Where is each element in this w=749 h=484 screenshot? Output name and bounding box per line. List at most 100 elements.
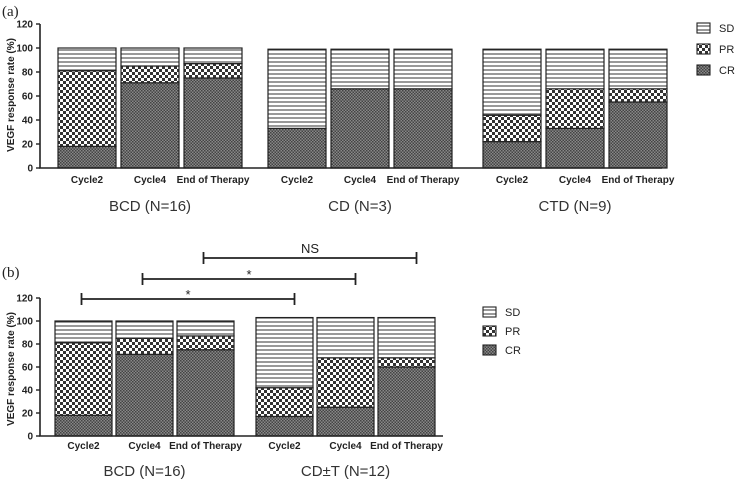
bar-sd-cd-end-of-therapy	[393, 48, 453, 90]
xtick-label: Cycle4	[134, 175, 167, 186]
ytick-label: 120	[16, 20, 33, 31]
panel-a-yticks: 0 20 40 60 80 100 120	[16, 20, 40, 175]
bar-pr-ctd-cycle4	[545, 88, 605, 130]
bar-pr-bcd-cycle4	[115, 337, 174, 355]
bar-sd-bcd-cycle4	[115, 320, 174, 339]
panel-a-ylabel: VEGF response rate (%)	[6, 38, 17, 152]
group-label: BCD (N=16)	[109, 198, 191, 215]
panel-b-group-labels: BCD (N=16) CD±T (N=12)	[103, 463, 390, 480]
xtick-label: End of Therapy	[370, 441, 443, 452]
significance-label: *	[185, 287, 190, 302]
panel-b-label: (b)	[2, 265, 20, 281]
bar-pr-cd±t-cycle2	[255, 387, 314, 418]
group-label: CD±T (N=12)	[301, 463, 390, 480]
ytick-label: 60	[22, 92, 34, 103]
bar-sd-bcd-end-of-therapy	[183, 47, 243, 65]
bar-cr-bcd-cycle2	[54, 414, 113, 437]
bar-cr-bcd-end-of-therapy	[183, 77, 243, 169]
bar-sd-cd-cycle4	[330, 48, 390, 90]
panel-b-significance: * * NS	[80, 241, 418, 305]
legend-label-sd: SD	[719, 23, 734, 35]
xtick-label: Cycle4	[559, 175, 592, 186]
panel-a-axes	[39, 24, 662, 169]
bar-pr-cd±t-end-of-therapy	[377, 357, 436, 368]
legend-label-cr: CR	[505, 345, 521, 357]
group-label: CTD (N=9)	[539, 198, 612, 215]
bar-cr-cd-cycle2	[267, 127, 327, 169]
bar-cr-bcd-cycle4	[120, 82, 180, 169]
panel-a-label: (a)	[2, 4, 19, 20]
bar-pr-cd±t-cycle4	[316, 357, 375, 408]
legend-swatch-pr	[482, 325, 497, 337]
legend-label-pr: PR	[719, 44, 734, 56]
ytick-label: 0	[27, 432, 33, 443]
panel-b-yticks: 0 20 40 60 80 100 120	[16, 294, 40, 443]
legend-label-pr: PR	[505, 326, 520, 338]
ytick-label: 100	[16, 317, 33, 328]
bar-cr-ctd-cycle2	[482, 141, 542, 169]
panel-a-bars	[57, 47, 668, 169]
significance-label: *	[246, 267, 251, 282]
legend-swatch-sd	[696, 22, 711, 34]
xtick-label: Cycle4	[329, 441, 362, 452]
bar-cr-ctd-end-of-therapy	[608, 101, 668, 169]
ytick-label: 40	[22, 386, 34, 397]
panel-b-ylabel: VEGF response rate (%)	[6, 312, 17, 426]
bar-pr-ctd-end-of-therapy	[608, 88, 668, 103]
bar-sd-bcd-cycle2	[54, 320, 113, 344]
ytick-label: 120	[16, 294, 33, 305]
bar-pr-bcd-cycle2	[54, 342, 113, 416]
bar-sd-ctd-cycle2	[482, 48, 542, 116]
xtick-label: End of Therapy	[602, 175, 675, 186]
panel-b-xticks: Cycle2 Cycle4 End of Therapy Cycle2 Cycle4 En…	[67, 441, 443, 452]
legend-label-cr: CR	[719, 65, 735, 77]
group-label: BCD (N=16)	[103, 463, 185, 480]
ytick-label: 40	[22, 116, 34, 127]
legend-swatch-sd	[482, 306, 497, 318]
panel-a: (a) VEGF response rate (%) 0 20 40 60 80 100 1…	[2, 4, 735, 215]
legend-swatch-cr	[696, 64, 711, 76]
bar-pr-ctd-cycle2	[482, 114, 542, 143]
bar-sd-ctd-cycle4	[545, 48, 605, 90]
xtick-label: Cycle2	[268, 441, 301, 452]
bar-cr-bcd-cycle4	[115, 353, 174, 437]
bar-pr-bcd-cycle4	[120, 65, 180, 84]
ytick-label: 20	[22, 140, 34, 151]
legend-label-sd: SD	[505, 307, 520, 319]
xtick-label: End of Therapy	[169, 441, 242, 452]
bar-sd-cd-cycle2	[267, 48, 327, 129]
xtick-label: Cycle4	[128, 441, 161, 452]
bar-cr-bcd-cycle2	[57, 145, 117, 169]
ytick-label: 0	[27, 164, 33, 175]
bar-cr-cd±t-cycle2	[255, 415, 314, 437]
xtick-label: Cycle4	[344, 175, 377, 186]
panel-b: (b) VEGF response rate (%) 0 20 40 60 80 100 1…	[2, 241, 521, 480]
bar-cr-cd±t-end-of-therapy	[377, 366, 436, 437]
bar-sd-cd±t-cycle2	[255, 316, 314, 389]
xtick-label: Cycle2	[71, 175, 104, 186]
xtick-label: End of Therapy	[387, 175, 460, 186]
xtick-label: End of Therapy	[177, 175, 250, 186]
bar-sd-bcd-cycle2	[57, 47, 117, 72]
bar-sd-cd±t-cycle4	[316, 316, 375, 359]
bar-pr-bcd-end-of-therapy	[176, 335, 235, 351]
ytick-label: 80	[22, 340, 34, 351]
bar-cr-cd±t-cycle4	[316, 406, 375, 437]
group-label: CD (N=3)	[328, 198, 392, 215]
bar-cr-ctd-cycle4	[545, 127, 605, 169]
panel-b-bars	[54, 316, 436, 437]
panel-b-legend: SD PR CR	[482, 306, 521, 357]
panel-a-legend: SD PR CR	[696, 22, 735, 77]
xtick-label: Cycle2	[281, 175, 314, 186]
xtick-label: Cycle2	[67, 441, 100, 452]
panel-b-axes	[39, 298, 443, 437]
ytick-label: 100	[16, 44, 33, 55]
legend-swatch-cr	[482, 344, 497, 356]
panel-a-xticks: Cycle2 Cycle4 End of Therapy Cycle2 Cycle4 En…	[71, 175, 675, 186]
ytick-label: 20	[22, 409, 34, 420]
legend-swatch-pr	[696, 43, 711, 55]
bar-sd-ctd-end-of-therapy	[608, 48, 668, 90]
ytick-label: 60	[22, 363, 34, 374]
significance-label: NS	[301, 241, 319, 256]
